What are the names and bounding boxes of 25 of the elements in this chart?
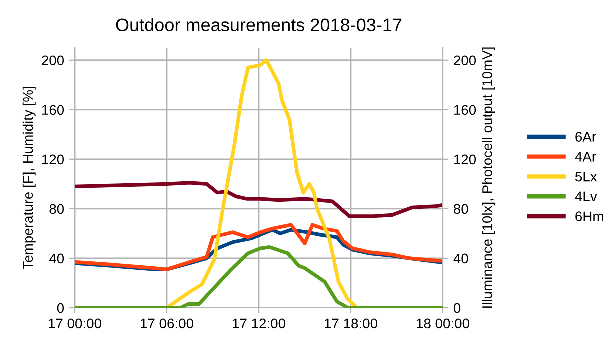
- x-tick-label: 17 00:00: [49, 318, 102, 329]
- y2-tick-label: 160: [454, 105, 476, 116]
- x-tick-label: 17 06:00: [141, 318, 194, 329]
- y2-tick-label: 40: [454, 254, 468, 264]
- legend-label: 6Hm: [576, 212, 604, 222]
- y2-tick-label: 80: [454, 204, 468, 214]
- x-tick-label: 17 12:00: [233, 318, 286, 329]
- legend-label: 5Lx: [575, 172, 598, 182]
- y2-tick-label: 200: [454, 56, 476, 66]
- y-tick-label: 40: [49, 254, 64, 264]
- y-axis-title: Temperature [F], Humidity [%]: [22, 87, 36, 270]
- legend-label: 4Lv: [575, 192, 598, 202]
- y-tick-label: 160: [42, 105, 64, 116]
- y2-tick-label: 120: [454, 154, 476, 165]
- x-tick-label: 17 18:00: [325, 318, 378, 329]
- legend-label: 4Ar: [575, 152, 596, 162]
- y-tick-label: 200: [42, 56, 64, 66]
- x-tick-label: 18 00:00: [417, 318, 470, 329]
- y-tick-label: 120: [42, 154, 64, 165]
- y2-tick-label: 0: [454, 303, 461, 314]
- y-tick-label: 0: [57, 303, 64, 314]
- chart-title: Outdoor measurements 2018-03-17: [116, 18, 402, 32]
- y2-axis-title: Illuminance [10lx], Photocell output [10mV]: [482, 48, 496, 308]
- y-tick-label: 80: [50, 204, 64, 214]
- legend-label: 6Ar: [576, 132, 596, 142]
